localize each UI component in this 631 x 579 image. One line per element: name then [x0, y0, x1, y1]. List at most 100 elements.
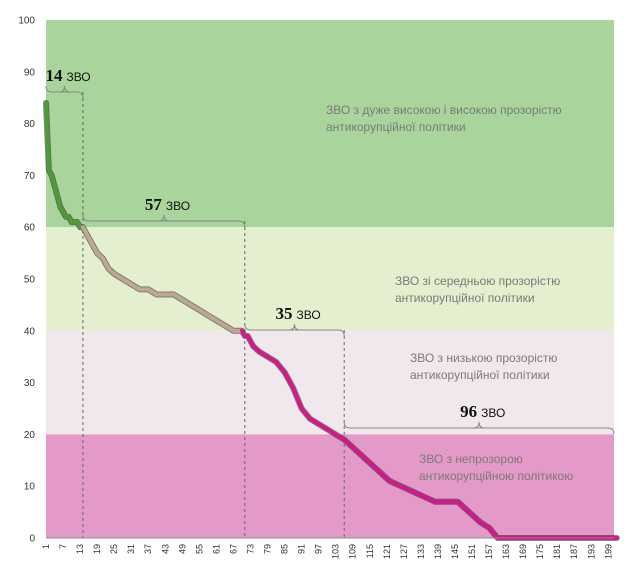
x-tick-label: 7	[58, 544, 68, 549]
x-tick-label: 109	[348, 544, 358, 559]
zone-label-line: ЗВО з непрозорою	[419, 452, 523, 466]
x-tick-label: 121	[382, 544, 392, 559]
series-line-segment	[487, 525, 500, 540]
x-tick-label: 115	[365, 544, 375, 558]
count-value-57: 57	[145, 195, 163, 214]
x-tick-label: 13	[75, 544, 85, 554]
series-line-segment	[282, 370, 296, 390]
series-line-segment	[342, 437, 358, 452]
series-line-segment	[299, 406, 313, 421]
zone-label-line: антикорупційної політики	[410, 368, 550, 382]
bracket-14	[45, 85, 84, 99]
series-line-segment	[44, 100, 51, 173]
x-tick-label: 73	[245, 544, 255, 554]
x-tick-label: 175	[535, 544, 545, 559]
zone-label-opaque: ЗВО з непрозорою антикорупційною політико…	[419, 452, 573, 483]
x-tick-label: 67	[228, 544, 238, 554]
x-tick-label: 79	[263, 544, 273, 554]
series-line-segment	[376, 468, 392, 484]
x-tick-label: 31	[126, 544, 136, 554]
x-tick-label: 163	[501, 544, 511, 559]
x-tick-label: 61	[211, 544, 221, 554]
y-tick-label: 80	[24, 119, 36, 130]
x-tick-label: 103	[331, 544, 341, 559]
zone-label-line: ЗВО з дуже високою і високою прозорістю	[326, 103, 562, 117]
x-tick-labels: 1 7 13 19 25 31 37 43 49 55 61 67 73 79 85 91 97 103 109 11…	[41, 544, 613, 559]
series-line-segment	[467, 510, 483, 525]
bracket-tip-96	[474, 421, 485, 429]
x-tick-label: 49	[177, 544, 187, 554]
zone-label-line: антикорупційною політикою	[419, 469, 573, 483]
x-tick-label: 181	[552, 544, 562, 559]
x-tick-label: 127	[399, 544, 409, 559]
brackets-layer	[45, 85, 615, 538]
x-tick-label: 199	[603, 544, 613, 559]
x-tick-label: 1	[41, 544, 51, 549]
x-tick-label: 193	[586, 544, 596, 559]
bracket-57	[82, 214, 246, 228]
count-unit: ЗВО	[166, 199, 190, 213]
series-line-segment	[353, 447, 369, 463]
x-tick-label: 43	[160, 544, 170, 554]
bracket-35	[244, 323, 345, 337]
y-tick-label: 100	[18, 16, 35, 27]
zone-label-line: ЗВО зі середньою прозорістю	[395, 274, 560, 288]
zone-low	[46, 330, 614, 435]
zones-layer	[46, 20, 614, 538]
x-tick-label: 139	[433, 544, 443, 559]
bracket-tip-57	[158, 214, 169, 222]
x-tick-label: 37	[143, 544, 153, 554]
y-tick-label: 70	[24, 171, 36, 182]
x-tick-label: 19	[92, 544, 102, 554]
x-tick-label: 85	[280, 544, 290, 554]
count-unit: ЗВО	[297, 308, 321, 322]
y-tick-label: 40	[24, 326, 36, 337]
y-tick-label: 60	[24, 223, 36, 234]
count-value-96: 96	[460, 402, 477, 421]
x-tick-label: 145	[450, 544, 460, 559]
y-tick-label: 50	[24, 275, 36, 286]
x-tick-label: 97	[314, 544, 324, 554]
zone-labels-layer: ЗВО з дуже високою і високою прозорістю а…	[326, 103, 573, 483]
zone-label-low: ЗВО з низькою прозорістю антикорупційної …	[410, 351, 557, 382]
zone-label-line: ЗВО з низькою прозорістю	[410, 351, 557, 365]
count-value-14: 14	[45, 66, 63, 85]
y-tick-label: 10	[24, 482, 36, 493]
series-line-segment	[387, 479, 403, 489]
x-tick-label: 151	[467, 544, 477, 559]
y-tick-label: 90	[24, 67, 36, 78]
zone-medium	[46, 227, 614, 331]
series-line-segment	[410, 489, 426, 499]
series-line-segment	[291, 385, 304, 411]
x-tick-label: 157	[484, 544, 494, 559]
y-tick-labels: 0 10 20 30 40 50 60 70 80 90 100	[18, 16, 35, 545]
count-unit: ЗВО	[481, 406, 505, 420]
x-tick-label: 187	[569, 544, 579, 559]
zone-opaque	[46, 434, 614, 538]
x-tick-label: 169	[518, 544, 528, 559]
x-tick-label: 25	[109, 544, 119, 554]
zone-very-high	[46, 20, 614, 228]
zone-label-very-high: ЗВО з дуже високою і високою прозорістю а…	[326, 103, 562, 134]
series-line-segment	[364, 458, 381, 473]
y-tick-label: 0	[29, 534, 35, 545]
series-line-segment	[399, 484, 415, 494]
y-tick-label: 30	[24, 378, 36, 389]
zone-label-line: антикорупційної політики	[326, 120, 466, 134]
zone-label-medium: ЗВО зі середньою прозорістю антикорупційн…	[395, 274, 560, 305]
x-tick-label: 133	[416, 544, 426, 559]
bracket-tip-35	[289, 323, 300, 331]
x-tick-label: 55	[194, 544, 204, 554]
x-tick-label: 91	[297, 544, 307, 554]
y-tick-label: 20	[24, 430, 36, 441]
count-value-35: 35	[276, 304, 293, 323]
bracket-tip-14	[59, 85, 70, 93]
series-line-segment	[421, 494, 438, 504]
series-line-segment	[455, 499, 472, 515]
bracket-96	[343, 421, 615, 435]
zone-label-line: антикорупційної політики	[395, 291, 535, 305]
series-line-segment	[274, 359, 287, 375]
count-unit: ЗВО	[66, 70, 90, 84]
